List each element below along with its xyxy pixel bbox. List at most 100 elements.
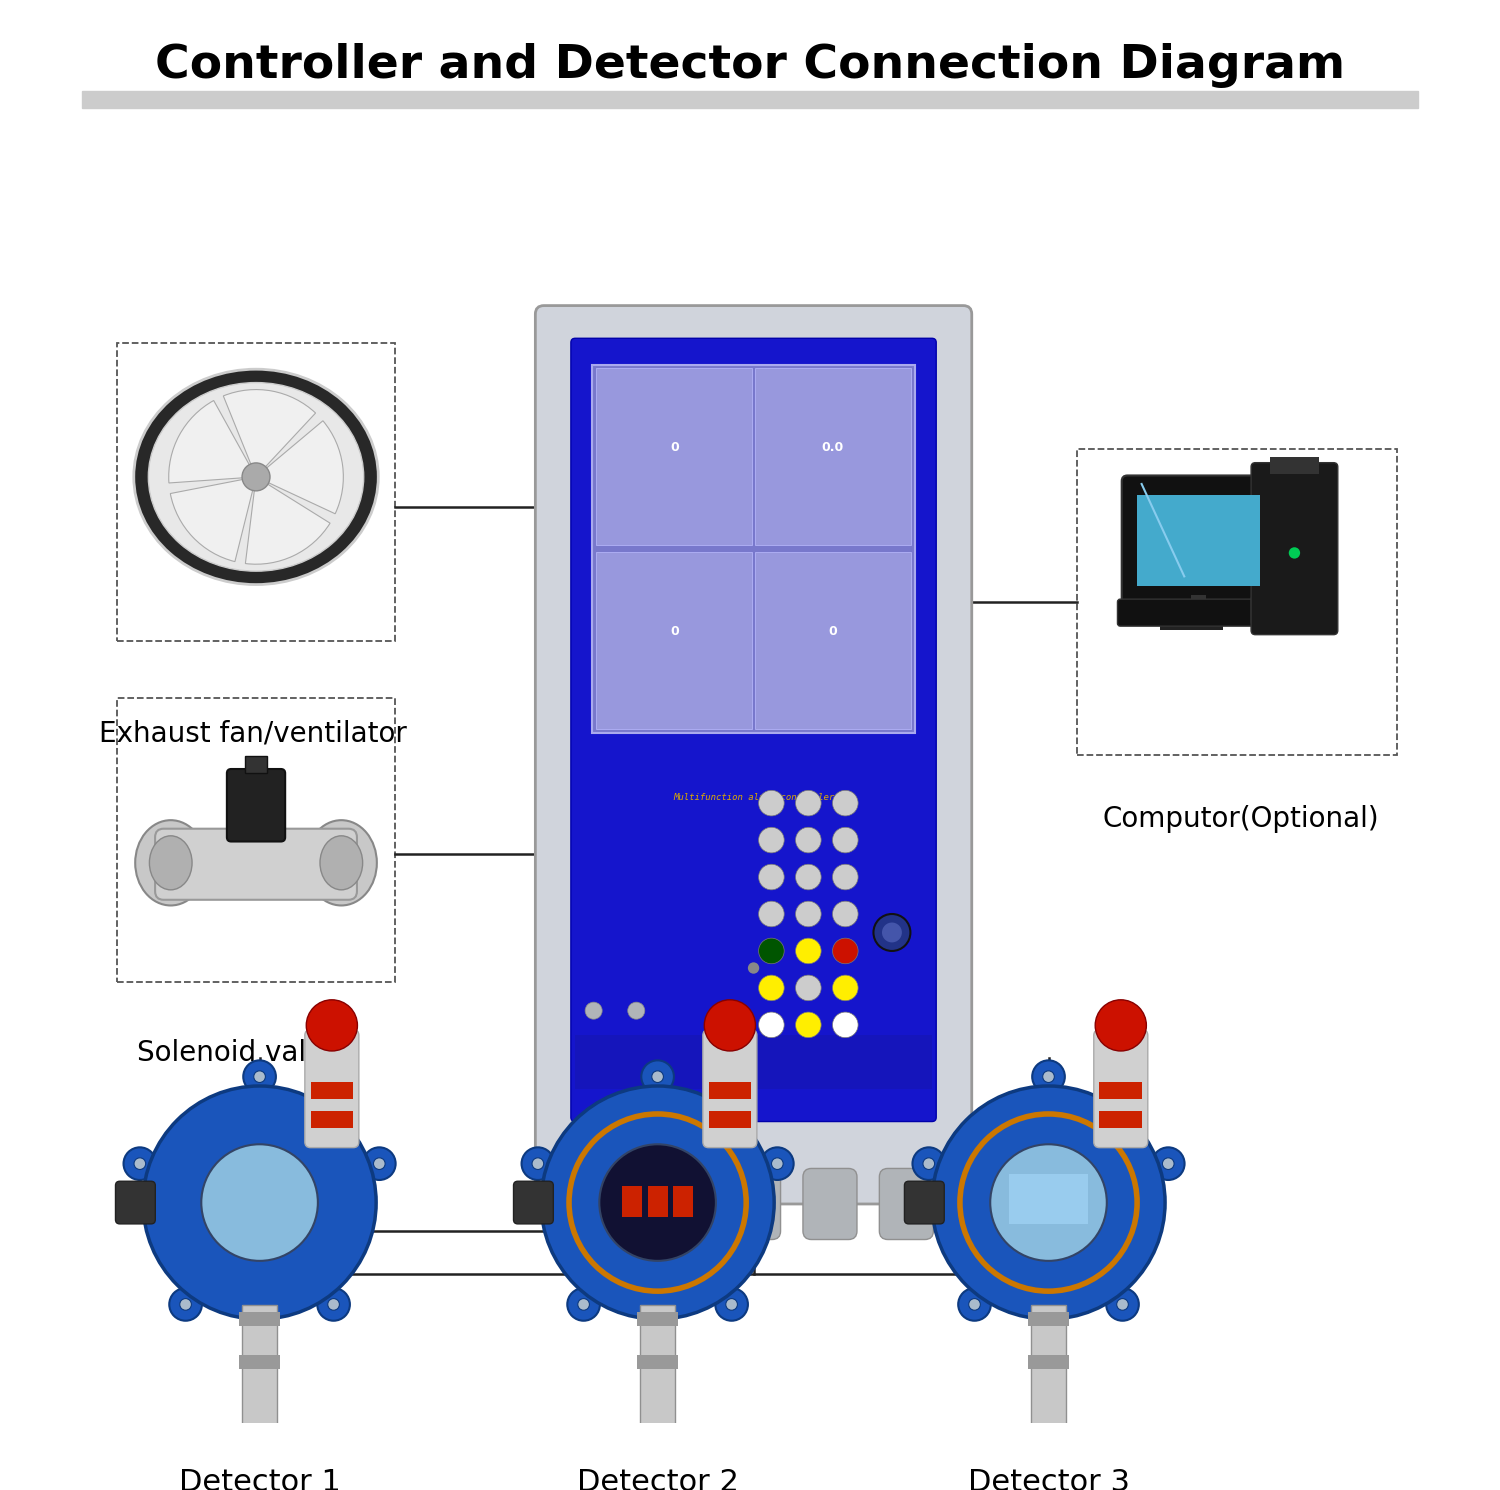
Bar [1191, 595, 1206, 623]
Circle shape [254, 1071, 266, 1083]
Bar [597, 368, 752, 545]
FancyBboxPatch shape [304, 1030, 358, 1147]
Circle shape [833, 1012, 858, 1037]
Circle shape [532, 1158, 543, 1170]
Bar [117, 697, 394, 982]
Circle shape [833, 901, 858, 927]
FancyBboxPatch shape [536, 305, 972, 1204]
Circle shape [567, 1287, 600, 1320]
Circle shape [628, 1003, 645, 1019]
Circle shape [1288, 547, 1300, 559]
Text: Exhaust fan/ventilator: Exhaust fan/ventilator [99, 720, 406, 748]
FancyBboxPatch shape [726, 1168, 780, 1240]
Ellipse shape [134, 370, 378, 584]
Circle shape [990, 1144, 1107, 1261]
Bar [1100, 1082, 1142, 1100]
Circle shape [759, 827, 784, 852]
FancyBboxPatch shape [879, 1168, 933, 1240]
Circle shape [542, 1086, 774, 1319]
Circle shape [748, 963, 759, 973]
Circle shape [642, 1061, 674, 1094]
Bar [1160, 620, 1222, 630]
Circle shape [912, 1147, 945, 1180]
Circle shape [123, 1147, 156, 1180]
FancyBboxPatch shape [904, 1182, 944, 1223]
Ellipse shape [306, 820, 376, 906]
Bar [238, 1313, 280, 1326]
Circle shape [652, 1071, 663, 1083]
Circle shape [759, 901, 784, 927]
Text: Multifunction alarm controller: Multifunction alarm controller [674, 793, 834, 802]
Bar [638, 1313, 678, 1326]
Circle shape [759, 974, 784, 1001]
Circle shape [585, 1003, 602, 1019]
FancyBboxPatch shape [154, 828, 357, 900]
Bar [674, 1186, 693, 1217]
Circle shape [833, 974, 858, 1001]
Bar [640, 1305, 675, 1433]
Bar [238, 1354, 280, 1369]
Bar [754, 553, 910, 729]
Bar [117, 343, 394, 641]
Bar [622, 1186, 642, 1217]
Circle shape [932, 1086, 1166, 1319]
Ellipse shape [150, 836, 192, 890]
FancyBboxPatch shape [1118, 599, 1280, 626]
Circle shape [1042, 1071, 1054, 1083]
Circle shape [795, 901, 820, 927]
Bar [1077, 448, 1396, 755]
Bar [1028, 1313, 1069, 1326]
FancyBboxPatch shape [226, 769, 285, 842]
FancyBboxPatch shape [116, 1182, 156, 1223]
Bar [1137, 495, 1260, 587]
Circle shape [180, 1299, 192, 1310]
Wedge shape [246, 477, 330, 565]
Bar [1030, 1305, 1066, 1433]
Text: 0: 0 [828, 626, 837, 638]
Circle shape [833, 827, 858, 852]
Bar [597, 553, 752, 729]
Circle shape [1116, 1299, 1128, 1310]
Text: Detector 1: Detector 1 [178, 1468, 340, 1490]
Circle shape [600, 1144, 716, 1261]
Bar [648, 1186, 668, 1217]
Circle shape [578, 1299, 590, 1310]
Circle shape [795, 974, 820, 1001]
Text: 0: 0 [670, 441, 678, 454]
FancyBboxPatch shape [573, 1168, 628, 1240]
Bar [754, 368, 910, 545]
Circle shape [833, 790, 858, 817]
Bar [592, 365, 915, 733]
Circle shape [922, 1158, 934, 1170]
Circle shape [1106, 1287, 1138, 1320]
Bar [1100, 1110, 1142, 1128]
Circle shape [795, 864, 820, 890]
Circle shape [306, 1000, 357, 1050]
Ellipse shape [135, 820, 207, 906]
Circle shape [833, 864, 858, 890]
Bar [638, 1354, 678, 1369]
Circle shape [716, 1287, 748, 1320]
Circle shape [1095, 1000, 1146, 1050]
FancyBboxPatch shape [1094, 1030, 1148, 1147]
Circle shape [201, 1144, 318, 1261]
Circle shape [771, 1158, 783, 1170]
Circle shape [318, 1287, 350, 1320]
Bar [708, 1110, 752, 1128]
Circle shape [833, 939, 858, 964]
Bar [242, 1305, 278, 1433]
Circle shape [726, 1299, 738, 1310]
FancyBboxPatch shape [704, 1030, 758, 1147]
FancyBboxPatch shape [802, 1168, 856, 1240]
Text: Detector 3: Detector 3 [968, 1468, 1130, 1490]
Bar [708, 1082, 752, 1100]
Circle shape [958, 1287, 992, 1320]
FancyBboxPatch shape [650, 1168, 704, 1240]
Text: Detector 2: Detector 2 [576, 1468, 738, 1490]
Text: 0.0: 0.0 [822, 441, 844, 454]
Wedge shape [224, 389, 315, 477]
Circle shape [705, 1000, 756, 1050]
FancyBboxPatch shape [1251, 463, 1338, 635]
Circle shape [522, 1147, 554, 1180]
FancyBboxPatch shape [572, 338, 936, 1122]
